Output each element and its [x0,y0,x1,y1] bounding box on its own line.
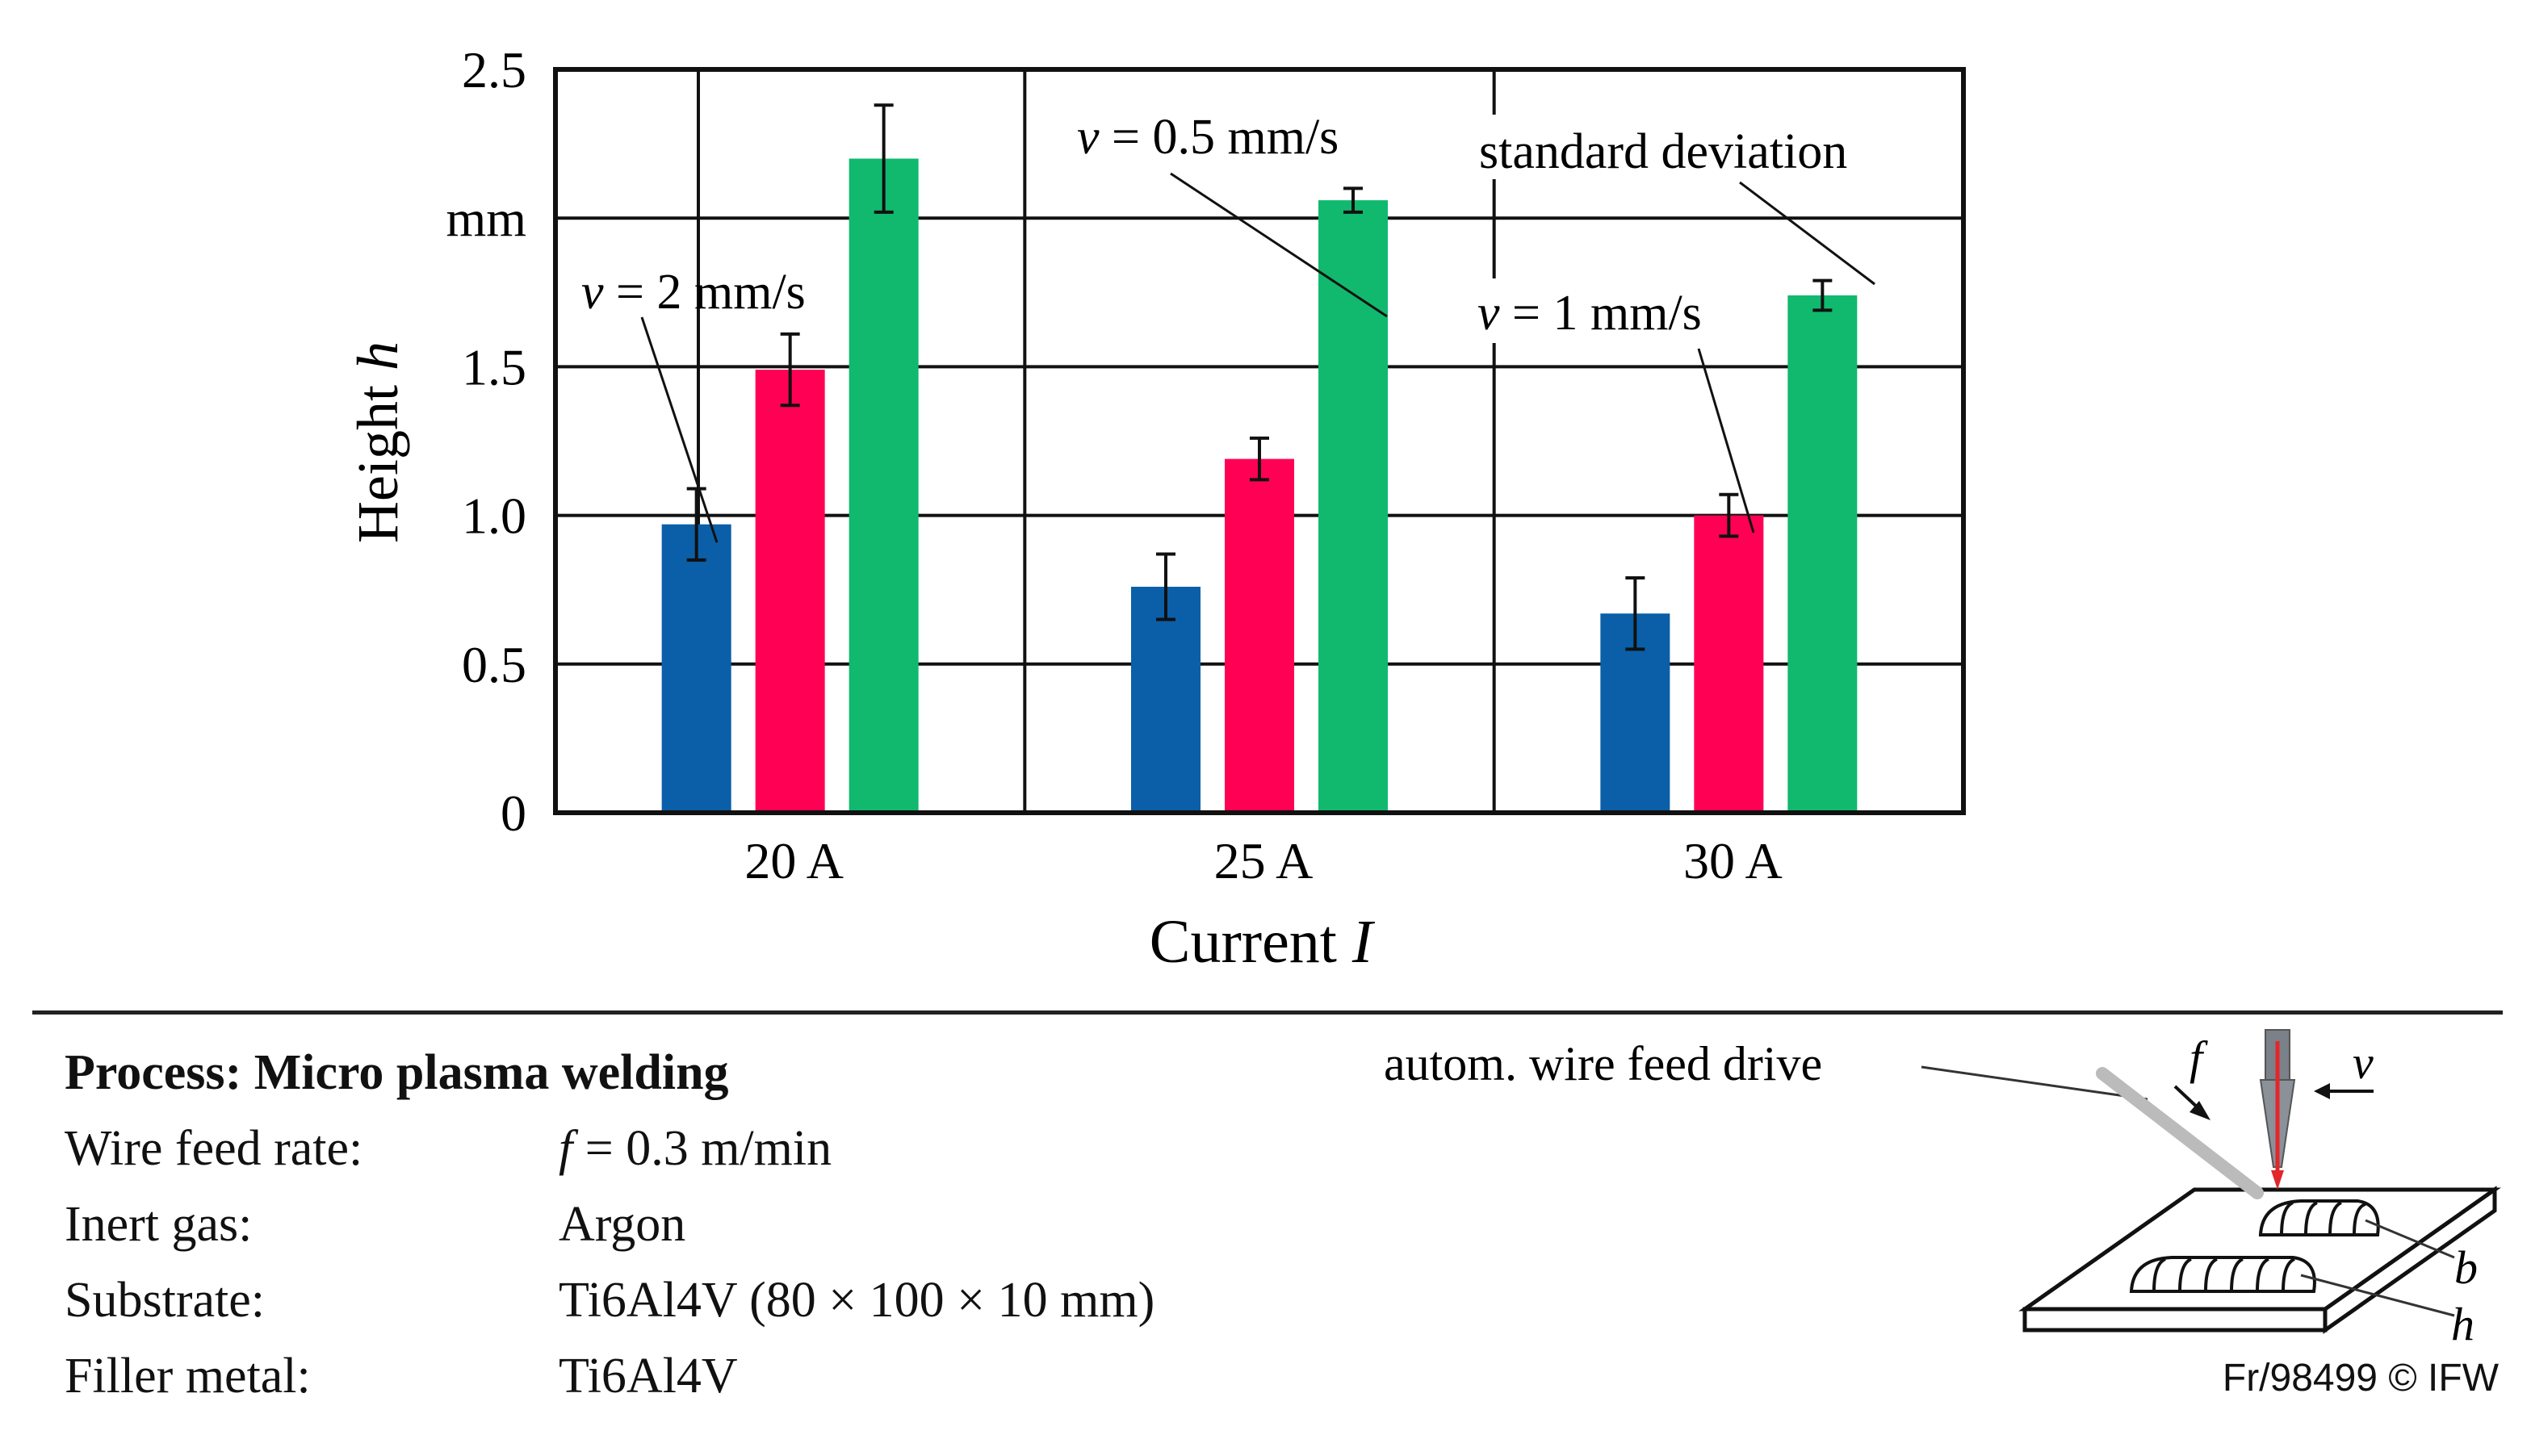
wire-feed-drive-leader [1921,1065,2148,1101]
section-divider [32,1010,2503,1015]
y-axis-label: Height h [346,341,410,543]
bar [1694,515,1764,813]
x-tick-label: 30 A [1683,832,1783,889]
x-tick-label: 20 A [744,832,844,889]
annotation-std: standard deviation [1469,115,1905,286]
filler-wire-icon [2096,1067,2264,1199]
info-label: Inert gas: [65,1197,253,1252]
bar [1225,458,1294,813]
process-info: Process: Micro plasma welding Wire feed … [65,1035,1154,1414]
x-tick-labels: 20 A 25 A 30 A [744,832,1782,889]
b-label: b [2454,1241,2478,1294]
v-label: v [2353,1036,2374,1089]
x-tick-label: 25 A [1214,832,1314,889]
y-tick-label: mm [446,190,526,247]
weld-bead-short-icon [2258,1199,2380,1236]
info-value: Ti6Al4V [559,1349,738,1404]
h-leader [2300,1274,2455,1317]
bar [1318,200,1388,813]
info-row-filler: Filler metal: Ti6Al4V [65,1338,1154,1414]
bar [1787,295,1858,813]
svg-text:v = 0.5 mm/s: v = 0.5 mm/s [1077,110,1339,165]
bar [849,158,919,813]
y-tick-label: 0.5 [462,636,526,693]
process-heading: Process: Micro plasma welding [65,1045,729,1100]
info-value: f = 0.3 m/min [559,1121,832,1176]
substrate-plate-icon [2018,1186,2501,1334]
svg-text:v = 1 mm/s: v = 1 mm/s [1477,286,1702,341]
bar [661,524,731,813]
info-value: Ti6Al4V (80 × 100 × 10 mm) [559,1273,1155,1328]
error-bars [686,103,1833,651]
f-label: f [2189,1031,2208,1084]
svg-text:standard deviation: standard deviation [1479,124,1847,179]
svg-text:v = 2 mm/s: v = 2 mm/s [581,265,806,320]
bar-chart: 0 0.5 1.0 1.5 mm 2.5 20 A 25 A 30 A Height h Cu… [346,41,1966,976]
f-arrowhead [2189,1101,2210,1120]
y-tick-label: 2.5 [462,41,526,98]
bars [661,158,1858,814]
x-axis-label: Current I [1150,908,1376,976]
info-row-inert-gas: Inert gas: Argon [65,1186,1154,1262]
info-value: Argon [559,1197,686,1252]
annotation-v1: v = 1 mm/s [1469,278,1755,533]
info-row-substrate: Substrate: Ti6Al4V (80 × 100 × 10 mm) [65,1262,1154,1338]
info-label: Wire feed rate: [65,1121,363,1176]
plasma-torch-icon [2259,1029,2296,1190]
info-label: Filler metal: [65,1349,311,1404]
bar [1131,587,1201,813]
y-tick-label: 0 [501,784,526,842]
info-label: Substrate: [65,1273,265,1328]
plot-frame [553,67,1966,815]
bar [755,370,825,814]
y-tick-label: 1.0 [462,487,526,545]
v-arrowhead [2314,1083,2330,1099]
y-tick-label: 1.5 [462,338,526,395]
y-tick-labels: 0 0.5 1.0 1.5 mm 2.5 [446,41,526,842]
image-credit: Fr/98499 © IFW [2222,1357,2499,1400]
wire-feed-drive-label: autom. wire feed drive [1384,1037,1822,1090]
annotation-v05: v = 0.5 mm/s [1077,110,1388,318]
info-row-wire-feed: Wire feed rate: f = 0.3 m/min [65,1111,1154,1186]
annotation-v2: v = 2 mm/s [581,265,806,543]
h-label: h [2451,1298,2474,1350]
b-leader [2365,1219,2455,1259]
